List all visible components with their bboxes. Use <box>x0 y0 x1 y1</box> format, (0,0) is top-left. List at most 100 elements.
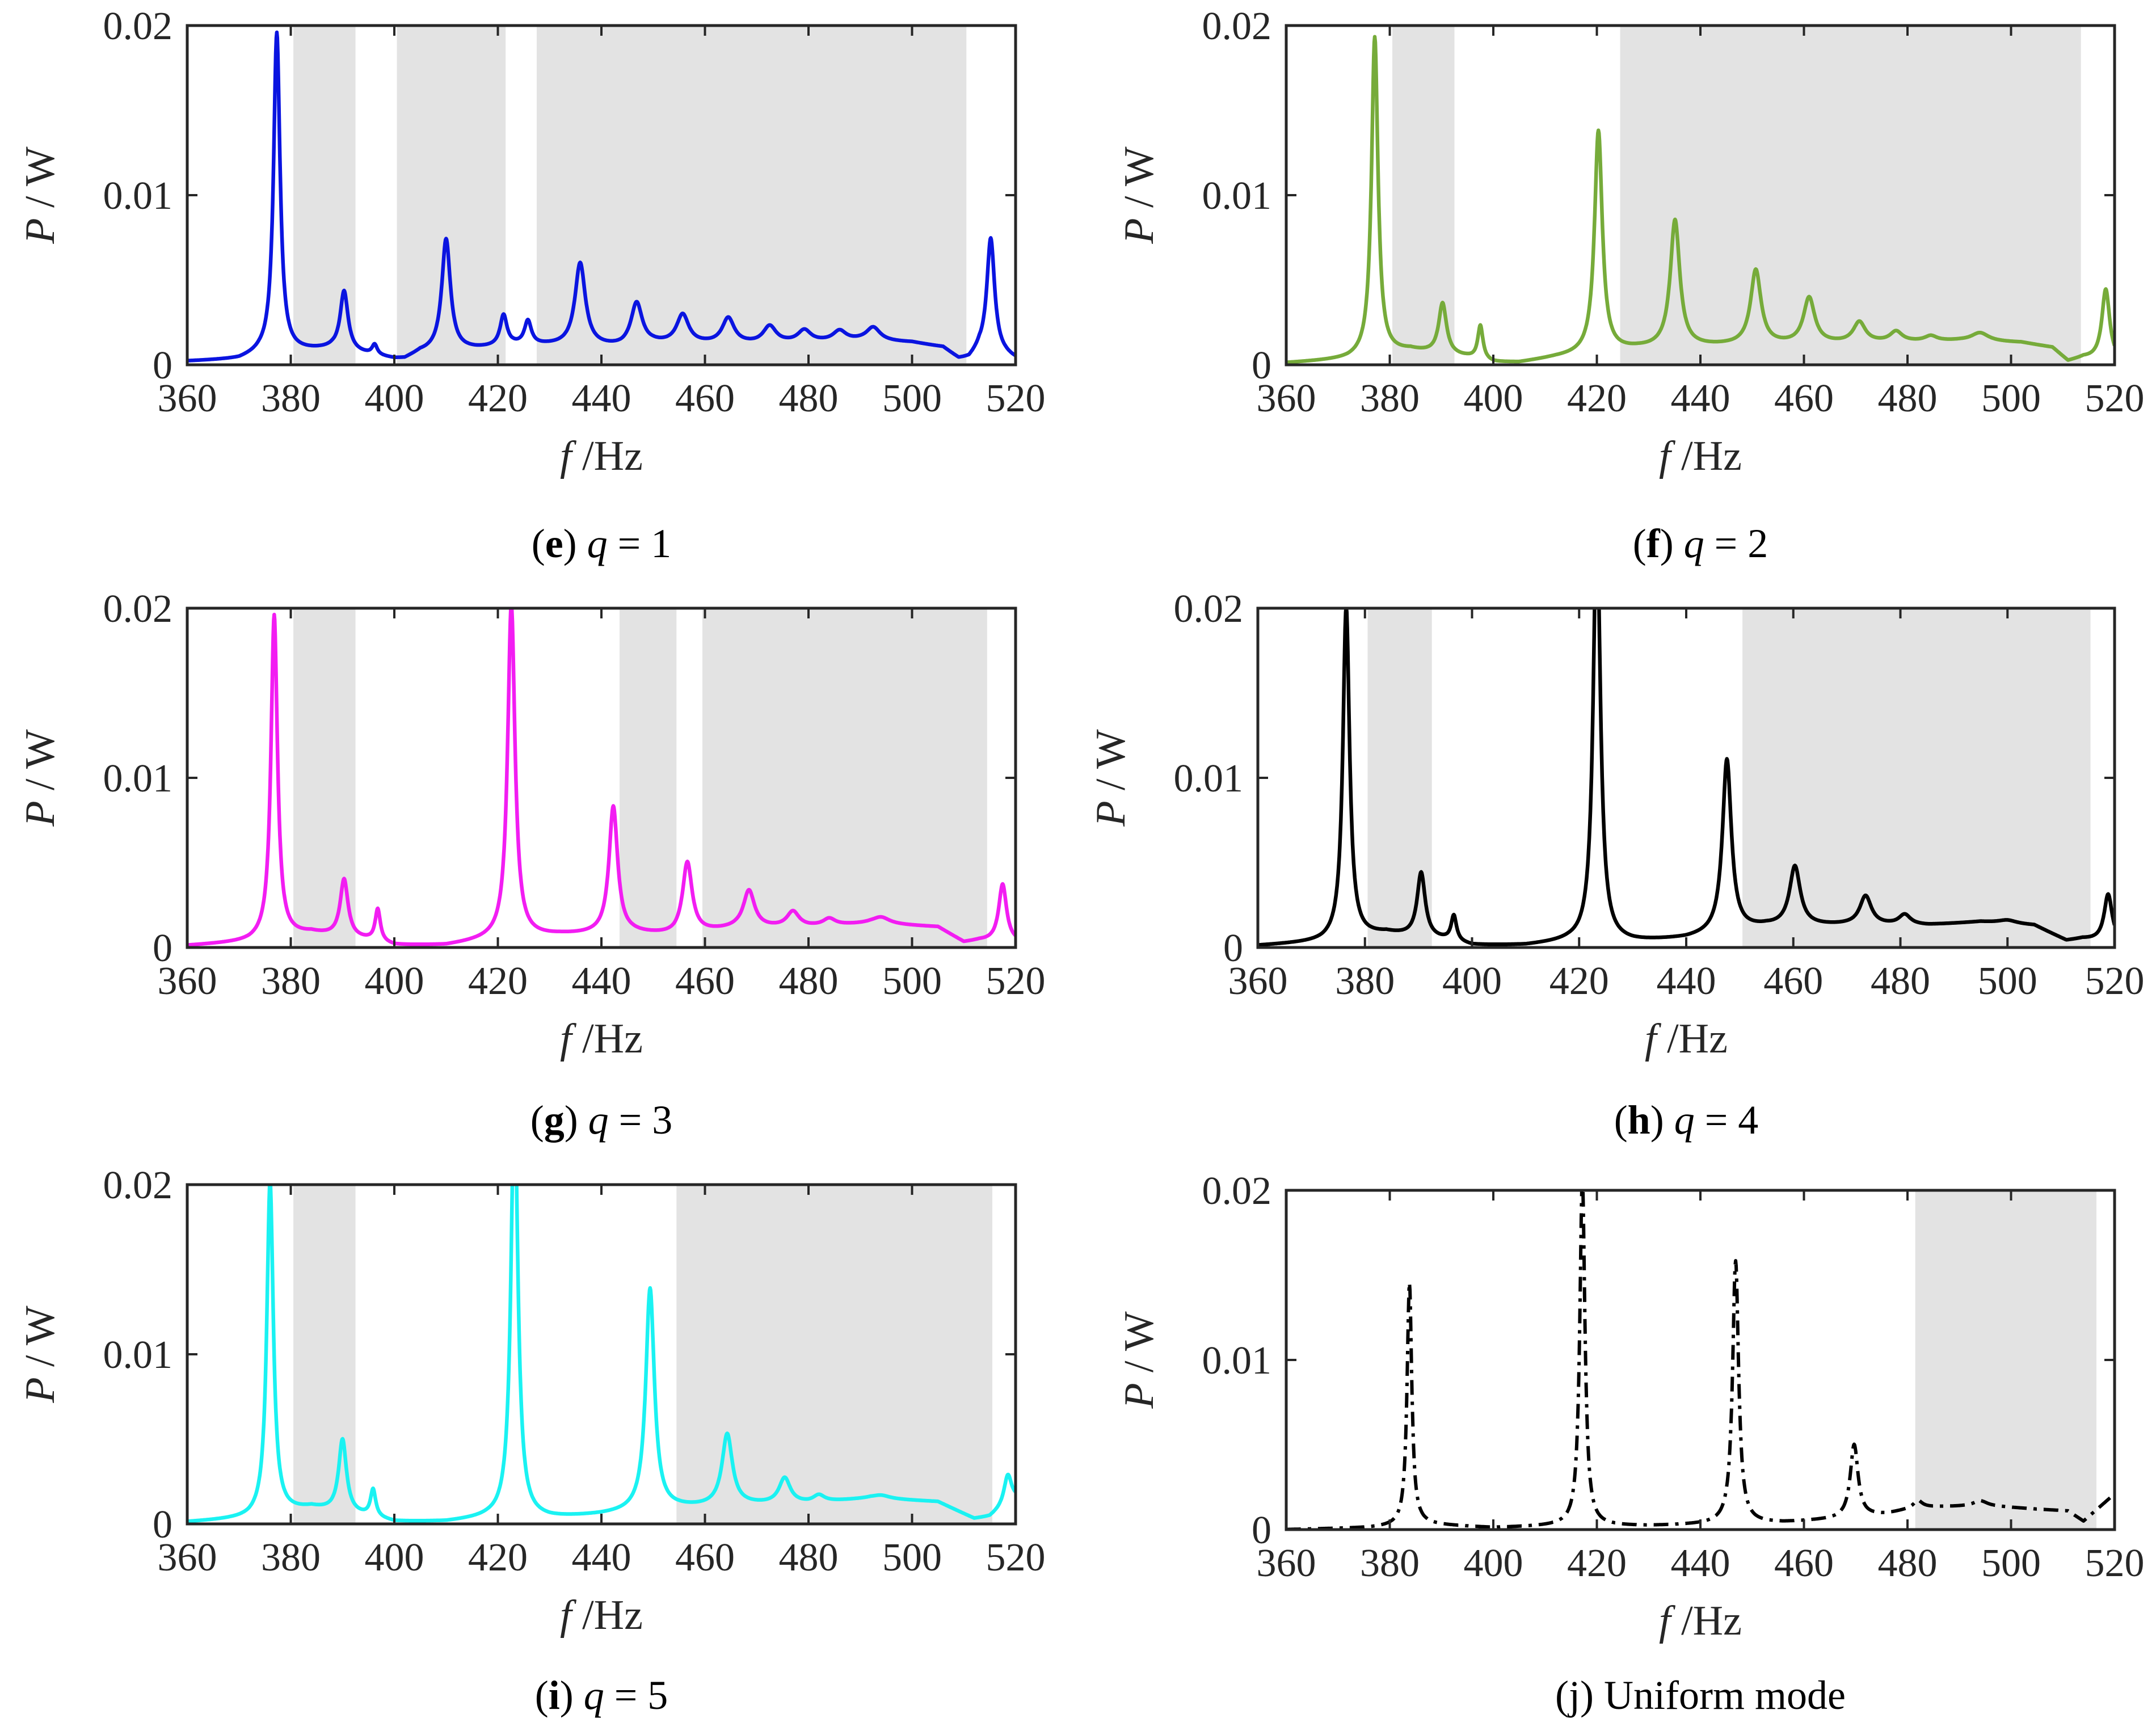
bandgap-region <box>536 26 967 365</box>
bandgap-region <box>1742 608 2091 947</box>
x-tick-label: 420 <box>468 377 528 420</box>
x-tick-label: 460 <box>675 959 735 1003</box>
x-tick-label: 500 <box>882 377 942 420</box>
y-axis-label: P / W <box>17 729 64 827</box>
series-line <box>187 30 1016 363</box>
x-tick-label: 460 <box>1774 377 1834 420</box>
x-tick-label: 520 <box>986 1536 1046 1580</box>
y-tick-label: 0.02 <box>103 5 173 48</box>
x-tick-label: 520 <box>986 377 1046 420</box>
x-tick-label: 360 <box>1257 1542 1316 1585</box>
y-tick-label: 0.02 <box>1202 5 1272 48</box>
series-line <box>1286 35 2115 364</box>
subplot-caption: (e) q = 1 <box>532 521 672 566</box>
y-axis-label: P / W <box>1116 1311 1163 1409</box>
x-tick-label: 480 <box>779 1536 839 1580</box>
x-tick-label: 500 <box>882 1536 942 1580</box>
x-tick-label: 400 <box>1442 959 1502 1003</box>
series-line <box>1258 608 2115 947</box>
x-tick-label: 380 <box>1360 377 1420 420</box>
series-line <box>187 608 1016 947</box>
x-tick-label: 420 <box>1549 959 1609 1003</box>
y-tick-label: 0 <box>153 926 172 970</box>
y-tick-label: 0.01 <box>103 1333 173 1377</box>
subplot-caption: (i) q = 5 <box>535 1673 668 1718</box>
x-tick-label: 420 <box>1567 377 1627 420</box>
subplot-caption: (h) q = 4 <box>1614 1097 1759 1143</box>
y-tick-label: 0 <box>1252 344 1271 388</box>
y-tick-label: 0.02 <box>1174 587 1244 631</box>
bandgap-region <box>1367 608 1432 947</box>
x-tick-label: 440 <box>572 377 631 420</box>
x-tick-label: 480 <box>1878 377 1938 420</box>
x-tick-label: 500 <box>1981 1542 2041 1585</box>
y-axis-label: P / W <box>17 146 64 244</box>
x-tick-label: 460 <box>1763 959 1823 1003</box>
series-line <box>187 1185 1016 1523</box>
x-tick-label: 520 <box>2085 1542 2145 1585</box>
x-axis-label: f /Hz <box>1659 433 1742 479</box>
x-tick-label: 460 <box>675 1536 735 1580</box>
x-tick-label: 460 <box>1774 1542 1834 1585</box>
x-tick-label: 500 <box>1981 377 2041 420</box>
x-tick-label: 500 <box>882 959 942 1003</box>
x-tick-label: 460 <box>675 377 735 420</box>
y-tick-label: 0 <box>1223 926 1243 970</box>
y-tick-label: 0.02 <box>1202 1169 1272 1213</box>
x-tick-label: 480 <box>779 959 839 1003</box>
y-axis-label: P / W <box>17 1305 64 1403</box>
x-tick-label: 520 <box>2085 959 2145 1003</box>
x-tick-label: 440 <box>572 1536 631 1580</box>
x-tick-label: 400 <box>365 959 424 1003</box>
y-axis-label: P / W <box>1088 729 1134 827</box>
bandgap-region <box>293 26 356 365</box>
x-tick-label: 420 <box>1567 1542 1627 1585</box>
x-tick-label: 480 <box>1878 1542 1938 1585</box>
x-tick-label: 520 <box>986 959 1046 1003</box>
panel-g: 360 380 400 420 440 460 480 500 520 0 0.01 0.02 f /H… <box>17 587 1046 1143</box>
panel-h: 360 380 400 420 440 460 480 500 520 0 0.01 0.02 f /H… <box>1088 587 2145 1143</box>
y-tick-label: 0 <box>153 344 172 388</box>
bandgap-region <box>619 608 677 947</box>
x-tick-label: 380 <box>261 959 321 1003</box>
x-tick-label: 380 <box>1360 1542 1420 1585</box>
bandgap-region <box>1620 26 2081 365</box>
x-tick-label: 400 <box>365 377 424 420</box>
subplot-caption: (g) q = 3 <box>530 1097 673 1143</box>
y-tick-label: 0.01 <box>103 757 173 801</box>
y-tick-label: 0.01 <box>1202 174 1272 218</box>
x-tick-label: 440 <box>1671 1542 1730 1585</box>
x-tick-label: 440 <box>1671 377 1730 420</box>
x-tick-label: 380 <box>261 1536 321 1580</box>
x-axis-label: f /Hz <box>560 1016 643 1062</box>
bandgap-region <box>676 1185 992 1524</box>
x-tick-label: 360 <box>158 959 217 1003</box>
x-tick-label: 420 <box>468 1536 528 1580</box>
subplot-caption: (j) Uniform mode <box>1555 1673 1846 1718</box>
panel-e: 360 380 400 420 440 460 480 500 520 0 0.01 0.02 f /H… <box>17 5 1046 566</box>
x-tick-label: 360 <box>158 1536 217 1580</box>
y-tick-label: 0 <box>1252 1509 1271 1552</box>
x-tick-label: 480 <box>1871 959 1930 1003</box>
x-axis-label: f /Hz <box>560 433 643 479</box>
y-tick-label: 0.02 <box>103 1164 173 1207</box>
x-tick-label: 380 <box>261 377 321 420</box>
subplot-caption: (f) q = 2 <box>1633 521 1768 566</box>
x-tick-label: 400 <box>365 1536 424 1580</box>
x-tick-label: 360 <box>1257 377 1316 420</box>
panel-f: 360 380 400 420 440 460 480 500 520 0 0.01 0.02 f /H… <box>1116 5 2145 566</box>
x-axis-label: f /Hz <box>560 1592 643 1639</box>
x-tick-label: 400 <box>1464 1542 1523 1585</box>
x-tick-label: 360 <box>1228 959 1288 1003</box>
x-axis-label: f /Hz <box>1659 1598 1742 1644</box>
x-tick-label: 440 <box>572 959 631 1003</box>
x-tick-label: 520 <box>2085 377 2145 420</box>
bandgap-region <box>397 26 506 365</box>
x-tick-label: 440 <box>1657 959 1716 1003</box>
x-tick-label: 480 <box>779 377 839 420</box>
panel-j: 360 380 400 420 440 460 480 500 520 0 0.01 0.02 f /H… <box>1116 1169 2145 1718</box>
x-axis-label: f /Hz <box>1645 1016 1728 1062</box>
y-axis-label: P / W <box>1116 146 1163 244</box>
y-tick-label: 0.01 <box>103 174 173 218</box>
